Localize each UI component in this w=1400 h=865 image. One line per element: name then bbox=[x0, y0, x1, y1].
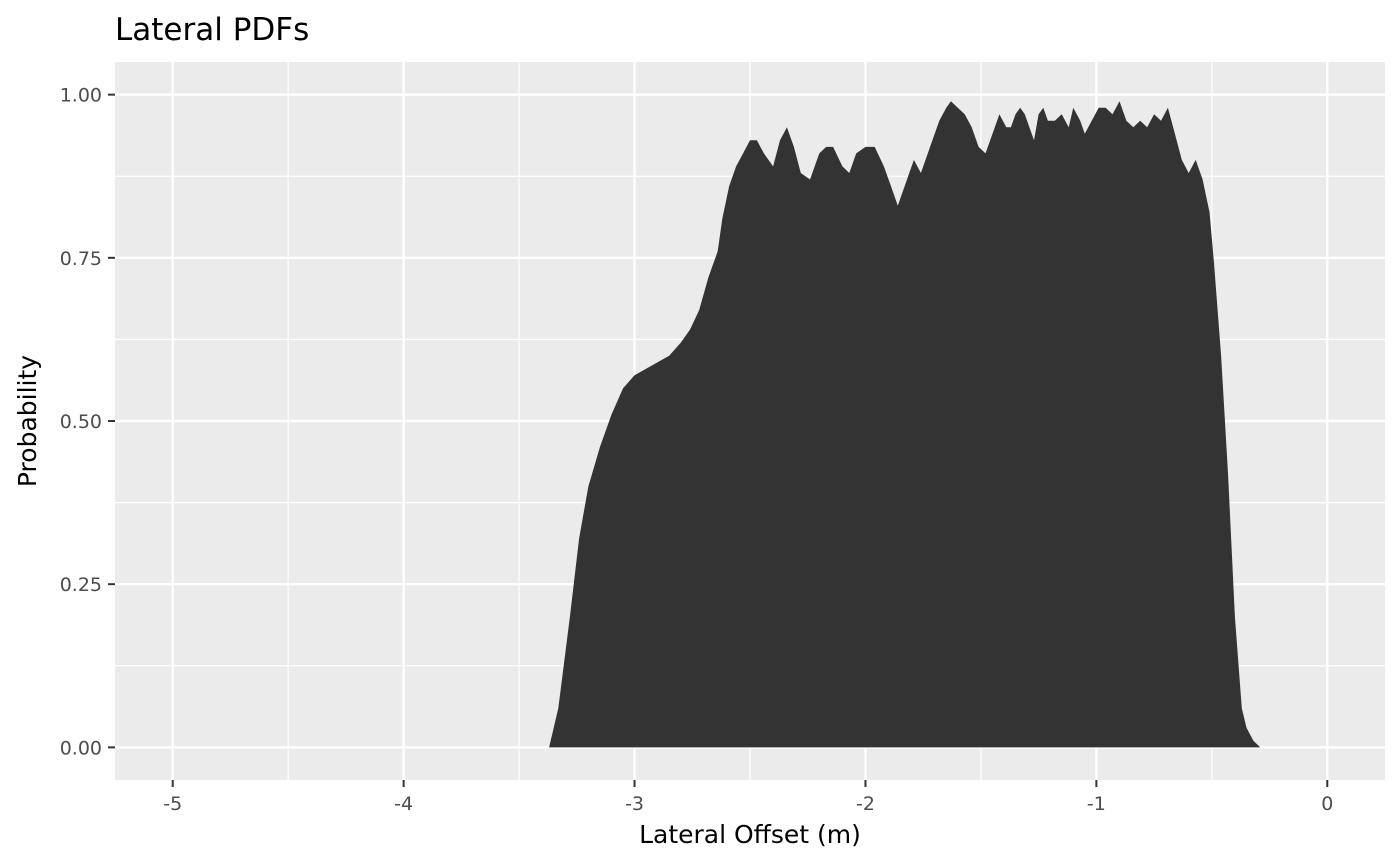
x-tick-label: -2 bbox=[856, 793, 875, 815]
y-tick-label: 0.75 bbox=[60, 248, 102, 270]
x-tick-label: -3 bbox=[625, 793, 644, 815]
x-tick-label: 0 bbox=[1321, 793, 1333, 815]
y-tick-label: 0.50 bbox=[60, 411, 102, 433]
density-area bbox=[549, 101, 1316, 748]
y-axis-title: Probability bbox=[13, 355, 42, 487]
y-axis: 0.00 0.25 0.50 0.75 1.00 bbox=[60, 85, 115, 759]
chart-title: Lateral PDFs bbox=[115, 12, 309, 48]
y-tick-label: 0.00 bbox=[60, 737, 102, 759]
y-tick-label: 1.00 bbox=[60, 85, 102, 107]
x-axis-title: Lateral Offset (m) bbox=[639, 820, 861, 849]
x-tick-label: -1 bbox=[1087, 793, 1106, 815]
x-tick-label: -4 bbox=[394, 793, 413, 815]
x-tick-label: -5 bbox=[163, 793, 182, 815]
y-tick-label: 0.25 bbox=[60, 574, 102, 596]
x-axis: -5 -4 -3 -2 -1 0 bbox=[163, 780, 1333, 815]
